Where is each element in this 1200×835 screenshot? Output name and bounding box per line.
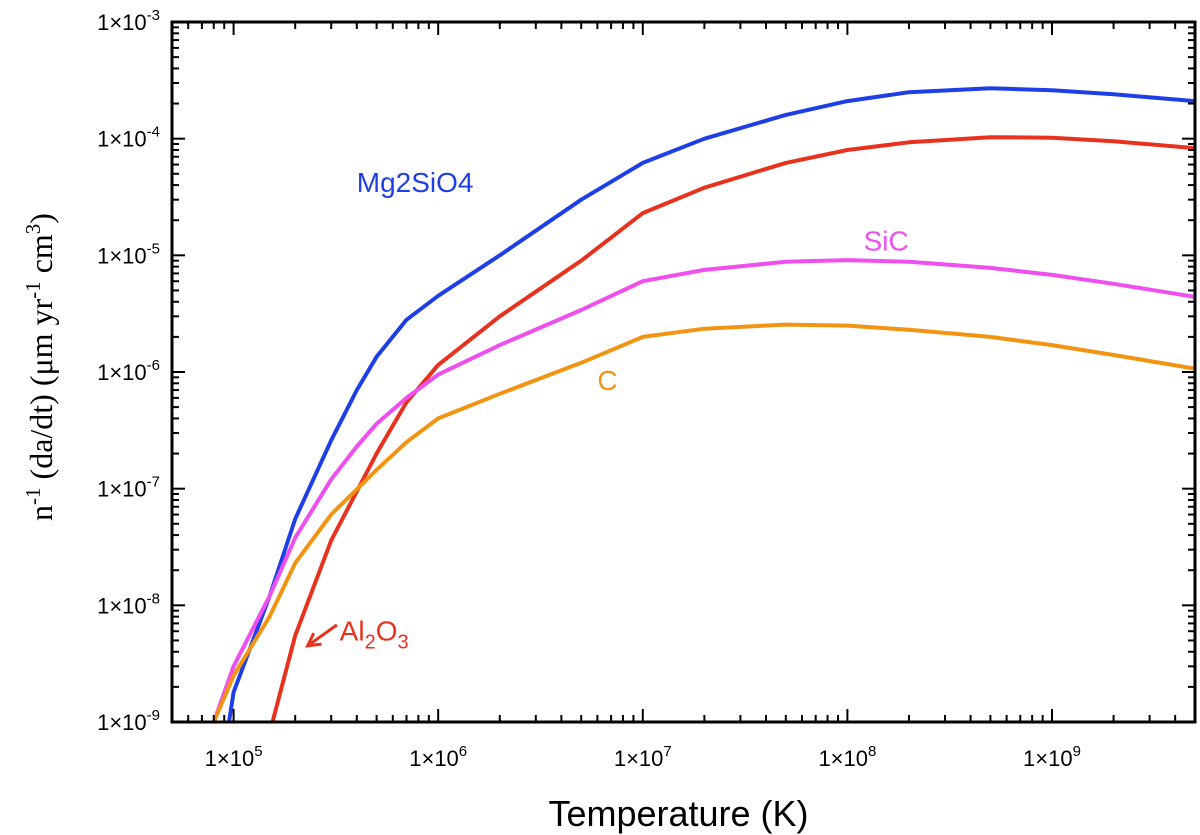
plot-border bbox=[170, 20, 1197, 724]
x-tick-label: 1×106 bbox=[409, 743, 467, 771]
y-tick-label: 1×10-6 bbox=[97, 357, 160, 385]
series-layer bbox=[211, 86, 1195, 722]
plot-frame bbox=[170, 20, 1197, 724]
x-tick-label: 1×105 bbox=[205, 743, 263, 771]
y-tick-label: 1×10-4 bbox=[97, 124, 160, 152]
axis-labels: 1×105 1×106 1×107 1×108 1×109 1×10-9 1×10-8 1×1… bbox=[21, 7, 1081, 834]
annotation-arrow-head bbox=[305, 632, 322, 648]
annotation-arrow-shaft bbox=[306, 623, 338, 648]
y-tick-label: 1×10-8 bbox=[97, 590, 160, 618]
x-tick-label: 1×109 bbox=[1023, 743, 1081, 771]
y-axis-title: n-1 (da/dt) (μm yr-1 cm3) bbox=[21, 213, 59, 521]
series-line-al2o3 bbox=[270, 135, 1195, 722]
series-line-c bbox=[211, 322, 1195, 722]
x-tick-label: 1×108 bbox=[818, 743, 876, 771]
series-line-sic bbox=[211, 258, 1195, 722]
series-label-c: C bbox=[597, 365, 617, 396]
series-label-al2o3: Al2O3 bbox=[340, 615, 409, 653]
y-tick-label: 1×10-5 bbox=[97, 240, 160, 268]
axis-ticks bbox=[171, 21, 1196, 723]
x-axis-title: Temperature (K) bbox=[548, 793, 808, 834]
y-tick-label: 1×10-3 bbox=[97, 7, 160, 35]
series-line-mg2sio4 bbox=[227, 86, 1195, 722]
series-labels: Mg2SiO4 Al2O3 SiC C bbox=[305, 167, 909, 653]
x-tick-label: 1×107 bbox=[614, 743, 672, 771]
series-label-mg2sio4: Mg2SiO4 bbox=[357, 167, 474, 198]
series-label-sic: SiC bbox=[864, 226, 909, 257]
y-tick-label: 1×10-9 bbox=[97, 707, 160, 735]
y-tick-label: 1×10-7 bbox=[97, 474, 160, 502]
